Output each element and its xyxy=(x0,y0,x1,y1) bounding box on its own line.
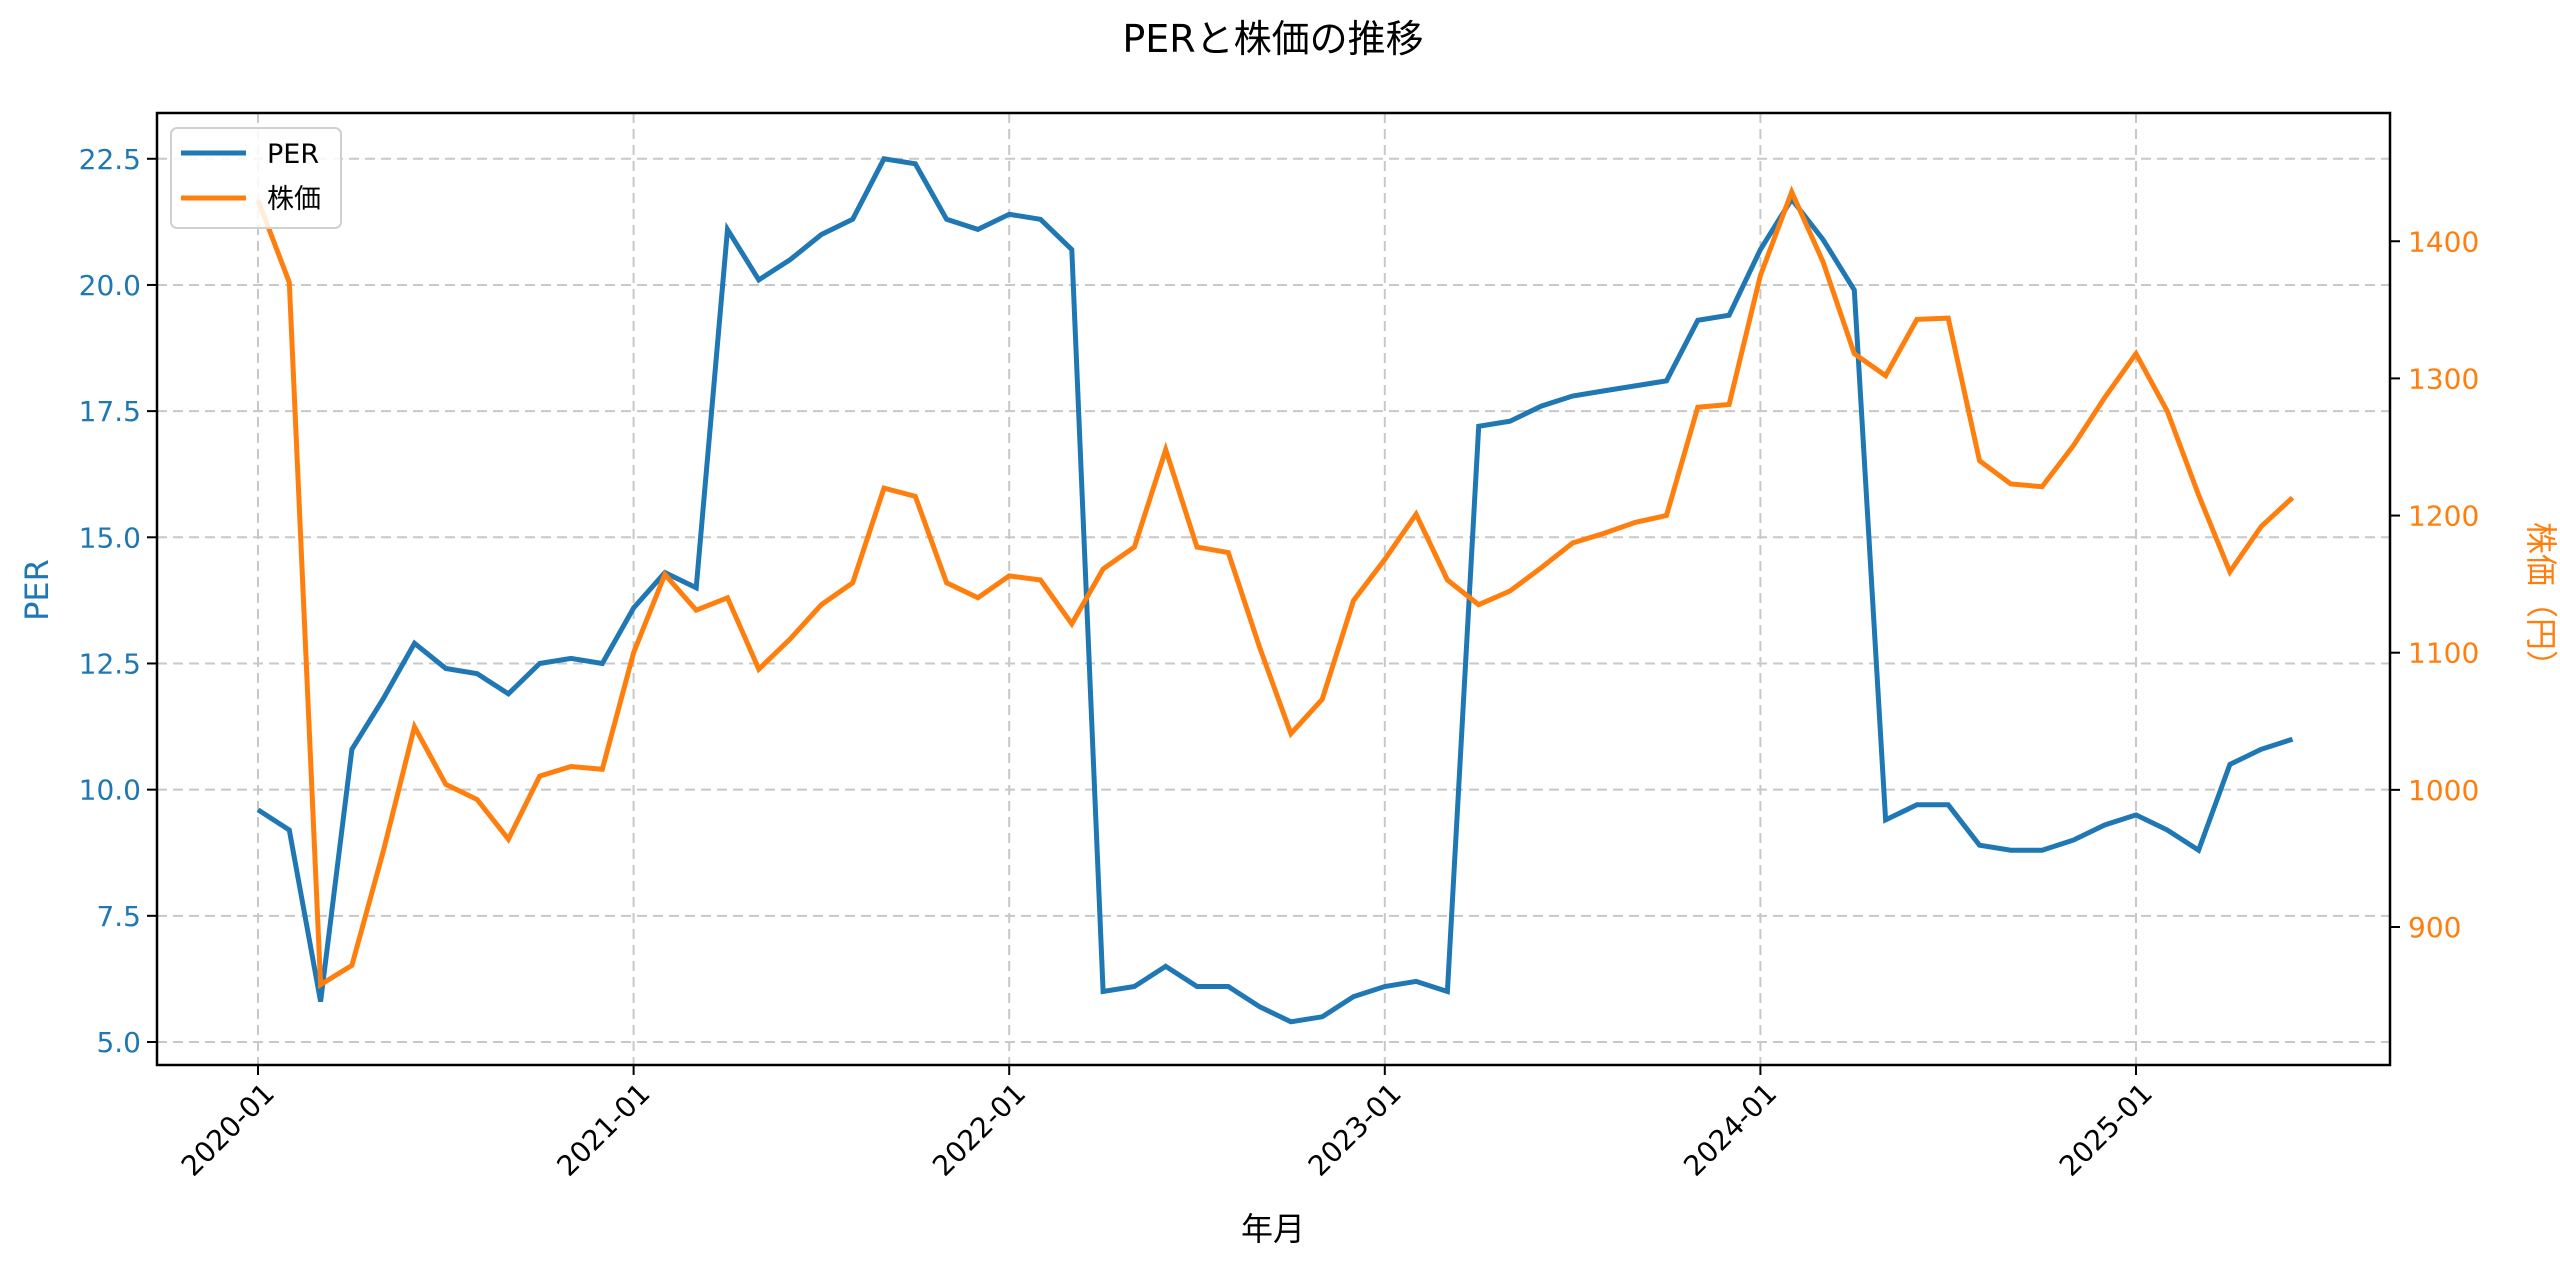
x-axis-ticks: 2020-01 2021-01 2022-01 2023-01 2024-01 2025-… xyxy=(175,1065,2159,1183)
y-tick-label-left: 12.5 xyxy=(79,647,141,680)
y-tick-label-right: 1200 xyxy=(2408,500,2479,533)
y-tick-label-right: 1100 xyxy=(2408,637,2479,670)
y-tick-label-left: 10.0 xyxy=(79,774,141,807)
y-tick-label-left: 7.5 xyxy=(96,900,141,933)
y-tick-label-left: 20.0 xyxy=(79,269,141,302)
legend: PER 株価 xyxy=(170,127,342,229)
x-tick-label: 2021-01 xyxy=(550,1077,656,1183)
price-line xyxy=(255,185,2295,989)
y-axis-left-label: PER xyxy=(18,559,56,621)
y-tick-label-right: 1300 xyxy=(2408,362,2479,395)
y-axis-right-label: 株価（円） xyxy=(2522,522,2560,682)
y-tick-label-right: 1400 xyxy=(2408,225,2479,258)
x-axis-label: 年月 xyxy=(1241,1210,1305,1248)
y-axis-left-ticks: 5.0 7.5 10.0 12.5 15.0 17.5 20.0 22.5 xyxy=(79,143,157,1059)
y-axis-right-ticks: 900 1000 1100 1200 1300 1400 xyxy=(2390,225,2479,944)
y-tick-label-left: 22.5 xyxy=(79,143,141,176)
per-line xyxy=(256,156,2294,1025)
legend-per-label: PER xyxy=(267,139,319,170)
y-tick-label-left: 5.0 xyxy=(96,1026,141,1059)
x-tick-label: 2022-01 xyxy=(926,1077,1032,1183)
x-tick-label: 2023-01 xyxy=(1302,1077,1408,1183)
plot-frame xyxy=(155,111,2392,1067)
chart-title: PERと株価の推移 xyxy=(1122,17,1423,61)
y-tick-label-left: 17.5 xyxy=(79,395,141,428)
data-lines xyxy=(255,156,2295,1025)
y-tick-label-left: 15.0 xyxy=(79,521,141,554)
x-tick-label: 2020-01 xyxy=(175,1077,281,1183)
legend-price-label: 株価 xyxy=(267,184,321,215)
y-tick-label-right: 900 xyxy=(2408,911,2461,944)
x-tick-label: 2025-01 xyxy=(2053,1077,2159,1183)
x-tick-label: 2024-01 xyxy=(1677,1077,1783,1183)
y-tick-label-right: 1000 xyxy=(2408,774,2479,807)
grid-lines xyxy=(157,113,2390,1065)
